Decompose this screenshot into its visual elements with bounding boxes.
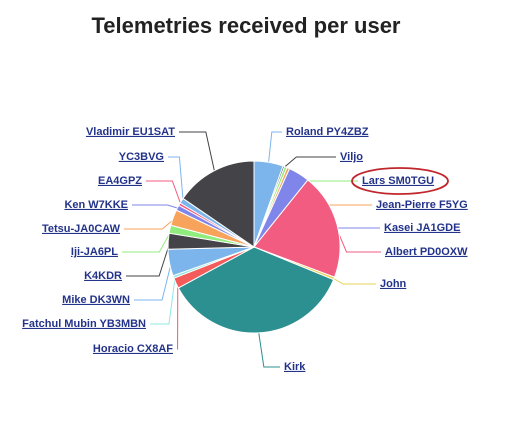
slice-label: Mike DK3WN: [62, 294, 130, 306]
slice-label: Horacio CX8AF: [93, 343, 173, 355]
slice-label: YC3BVG: [119, 151, 164, 163]
leader-line: [134, 262, 172, 301]
leader-line: [282, 156, 336, 169]
leader-line: [126, 241, 171, 277]
slice-label: Viljo: [340, 151, 363, 163]
leader-line: [150, 276, 176, 325]
slice-label: John: [380, 278, 407, 290]
pie-slice: [177, 246, 335, 334]
leader-line: [124, 217, 176, 230]
leader-line: [146, 180, 182, 206]
leader-line: [257, 330, 280, 368]
leader-line: [331, 277, 376, 285]
leader-line: [334, 224, 381, 253]
pie-slice: [253, 179, 341, 278]
leader-line: [132, 204, 180, 210]
slice-label: Fatchul Mubin YB3MBN: [22, 318, 146, 330]
leader-line: [168, 156, 184, 202]
leader-line: [179, 131, 216, 173]
slice-label: Tetsu-JA0CAW: [42, 223, 121, 235]
slice-label: Kasei JA1GDE: [384, 222, 460, 234]
highlight-ellipse: [351, 167, 449, 195]
pie-slice: [182, 160, 255, 248]
slice-label: Kirk: [284, 361, 306, 373]
slices: [167, 160, 341, 334]
slice-label: Vladimir EU1SAT: [86, 126, 175, 138]
slice-label: Roland PY4ZBZ: [286, 126, 369, 138]
slice-label: Ken W7KKE: [64, 199, 128, 211]
leader-line: [122, 229, 173, 253]
slice-label: K4KDR: [84, 270, 122, 282]
slice-label: EA4GPZ: [98, 175, 142, 187]
chart-title: Telemetries received per user: [92, 13, 401, 38]
slice-label: Albert PD0OXW: [385, 246, 468, 258]
slice-label: Lars SM0TGU: [362, 175, 434, 187]
leader-line: [177, 282, 179, 350]
leader-line: [267, 131, 282, 165]
slice-label: Jean-Pierre F5YG: [376, 199, 468, 211]
slice-label: Iji-JA6PL: [71, 246, 118, 258]
